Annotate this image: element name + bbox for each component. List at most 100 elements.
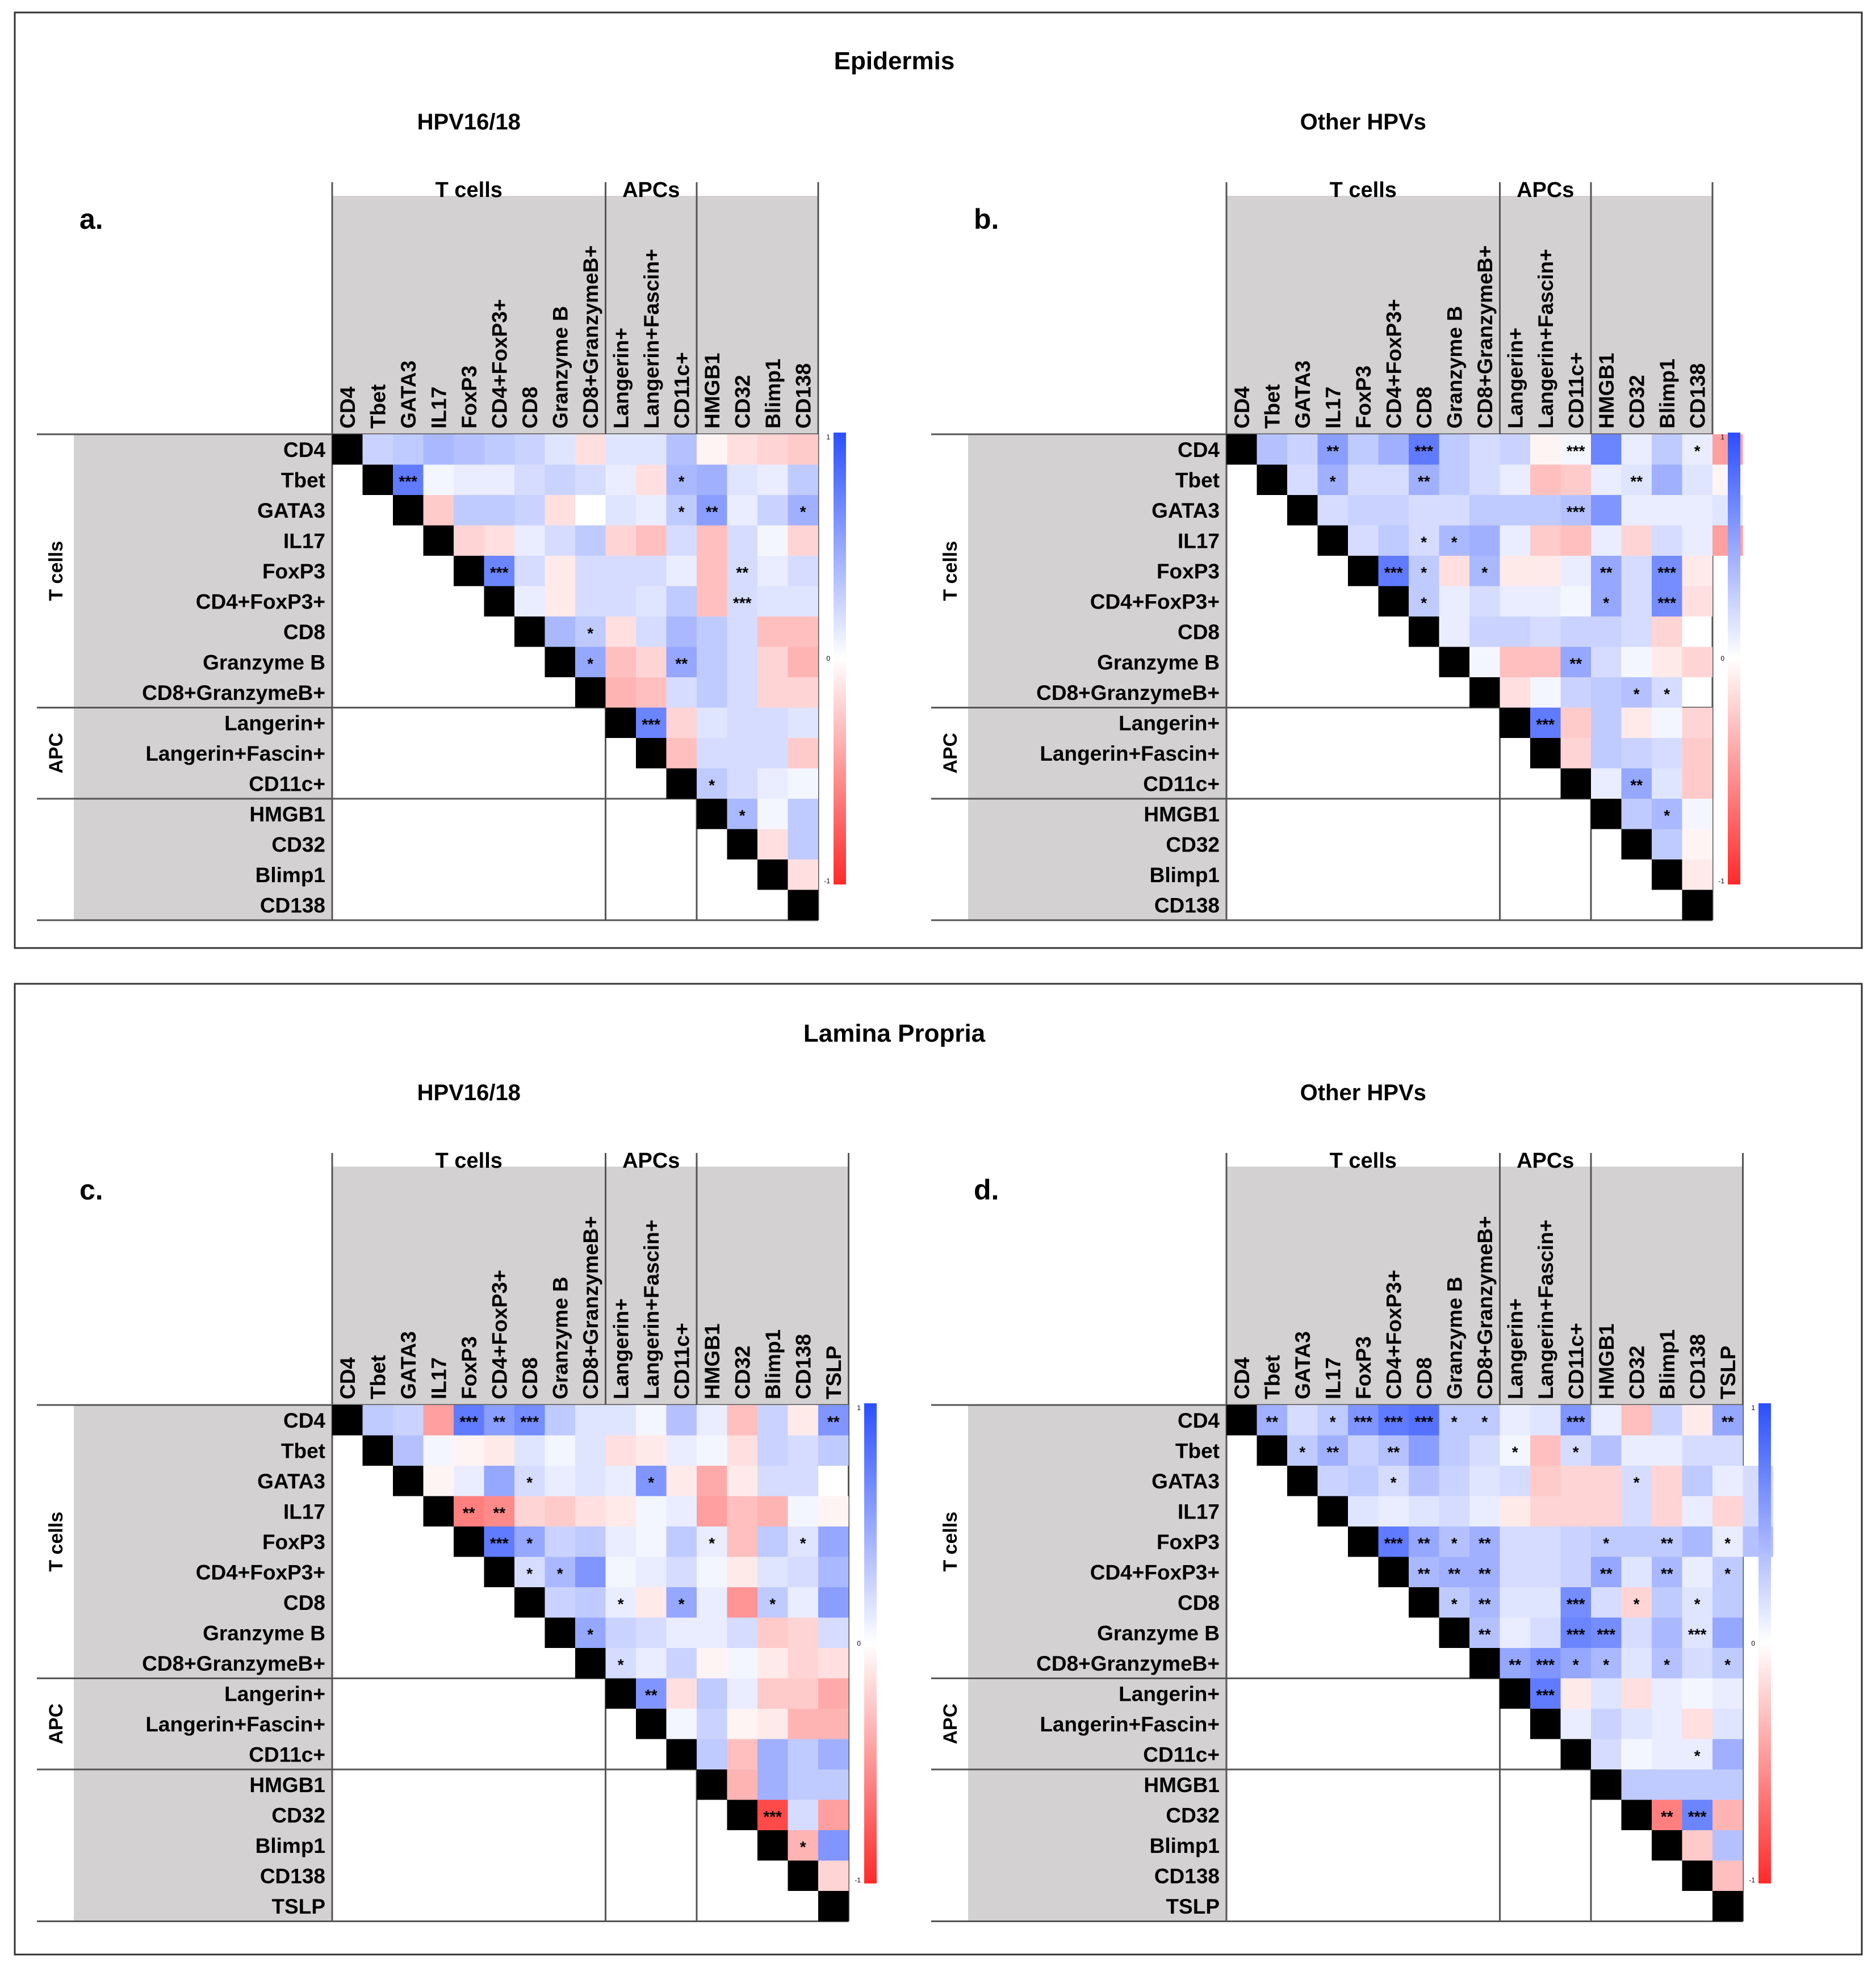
diagonal-cell <box>332 434 363 465</box>
row-label: CD4+FoxP3+ <box>196 590 325 613</box>
diagonal-cell <box>818 1891 849 1922</box>
heatmap-cell <box>697 586 727 616</box>
heatmap-cell <box>1621 1709 1652 1739</box>
column-label: CD8+GranzymeB+ <box>579 1216 602 1399</box>
heatmap-cell <box>1530 616 1561 647</box>
heatmap-cell <box>1682 495 1712 526</box>
diagonal-cell <box>1500 1678 1530 1709</box>
heatmap-cell <box>727 647 757 677</box>
heatmap-cell <box>545 616 575 647</box>
colorbar-bottom-label: -1 <box>824 877 830 885</box>
heatmap-cell <box>636 1435 667 1466</box>
column-label: CD4+FoxP3+ <box>1382 299 1405 429</box>
heatmap-cell <box>636 1466 667 1496</box>
significance-marker: * <box>587 655 593 672</box>
heatmap-cell <box>1652 1709 1682 1739</box>
row-label: CD8 <box>283 620 325 644</box>
row-header-background <box>74 434 332 920</box>
diagonal-cell <box>1591 799 1622 829</box>
heatmap-cell <box>1652 829 1682 859</box>
heatmap-cell <box>1348 525 1379 556</box>
significance-marker: * <box>1451 1595 1458 1613</box>
heatmap-cell <box>757 738 788 769</box>
heatmap-cell <box>788 464 818 495</box>
column-label: HMGB1 <box>701 353 724 429</box>
heatmap-cell <box>1621 616 1652 647</box>
significance-marker: * <box>1634 1474 1640 1491</box>
heatmap-cell <box>666 738 697 769</box>
heatmap-cell <box>1712 1648 1743 1679</box>
heatmap-cell <box>636 1557 667 1587</box>
heatmap-cell <box>788 1678 818 1709</box>
heatmap-cell <box>1500 1405 1530 1436</box>
significance-marker: * <box>1603 1656 1609 1674</box>
colorbar <box>1728 433 1740 885</box>
heatmap-cell <box>666 1709 697 1739</box>
diagonal-cell <box>484 1557 514 1587</box>
heatmap-cell <box>636 586 667 616</box>
heatmap-cell <box>788 1405 818 1436</box>
heatmap-cell <box>514 495 545 526</box>
heatmap-cell <box>1409 495 1439 526</box>
heatmap-cell <box>1591 1678 1622 1709</box>
row-group-label: T cells <box>940 541 961 601</box>
heatmap-cell <box>605 1557 636 1587</box>
significance-marker: *** <box>1414 442 1433 460</box>
column-label: CD8 <box>1413 387 1436 429</box>
heatmap-cell <box>788 1648 818 1679</box>
heatmap-cell <box>1439 434 1469 465</box>
column-label: CD138 <box>1686 363 1709 429</box>
significance-marker: ** <box>1387 1443 1400 1461</box>
row-label: GATA3 <box>257 499 325 522</box>
colorbar-bottom-label: -1 <box>855 1876 861 1884</box>
heatmap-cell <box>1287 1435 1318 1466</box>
heatmap-cell <box>727 1739 757 1769</box>
significance-marker: * <box>1724 1565 1731 1582</box>
column-group-label: T cells <box>436 1149 503 1173</box>
heatmap-cell <box>1348 495 1379 526</box>
heatmap-cell <box>636 464 667 495</box>
row-header-background <box>968 434 1226 920</box>
heatmap-cell <box>636 616 667 647</box>
significance-marker: *** <box>1567 1595 1585 1613</box>
column-label: CD11c+ <box>670 352 693 429</box>
diagonal-cell <box>1621 1800 1652 1830</box>
diagonal-cell <box>636 1709 667 1739</box>
heatmap-cell <box>818 1769 849 1800</box>
column-label: CD8+GranzymeB+ <box>579 245 602 429</box>
heatmap-cell <box>757 647 788 677</box>
colorbar-mid-label: 0 <box>857 1639 861 1647</box>
heatmap-cell <box>1500 586 1530 616</box>
heatmap-cell <box>514 586 545 616</box>
column-header-background <box>1226 1167 1743 1405</box>
heatmap-cell <box>1712 1557 1743 1587</box>
heatmap-cell <box>1378 1496 1409 1526</box>
heatmap-cell <box>545 495 575 526</box>
heatmap-cell <box>818 1830 849 1861</box>
epidermis-title: Epidermis <box>834 47 955 75</box>
significance-marker: * <box>526 1565 533 1582</box>
heatmap-cell <box>1682 1739 1712 1769</box>
row-group-label: T cells <box>45 1512 67 1572</box>
heatmap-cell <box>1409 1526 1439 1557</box>
heatmap-cell <box>1439 1466 1469 1496</box>
diagonal-cell <box>727 829 757 859</box>
lamina-propria-frame <box>14 983 1863 1956</box>
column-group-label: T cells <box>1330 1149 1397 1173</box>
heatmap-cell <box>1560 1405 1591 1436</box>
column-label: Tbet <box>366 1355 390 1399</box>
heatmap-cell <box>1348 1435 1379 1466</box>
column-label: IL17 <box>1321 387 1345 429</box>
row-label: CD4+FoxP3+ <box>196 1561 325 1584</box>
heatmap-cell <box>1652 1526 1682 1557</box>
heatmap-cell <box>575 1466 606 1496</box>
heatmap-cell <box>1530 1587 1561 1618</box>
diagonal-cell <box>1530 738 1561 769</box>
heatmap-cell <box>1439 1405 1469 1436</box>
heatmap-cell <box>1712 1709 1743 1739</box>
heatmap-cell <box>818 1617 849 1648</box>
heatmap-cell <box>1500 1617 1530 1648</box>
heatmap-cell <box>1621 1769 1652 1800</box>
heatmap-cell <box>1409 464 1439 495</box>
column-label: Langerin+ <box>609 1298 633 1399</box>
